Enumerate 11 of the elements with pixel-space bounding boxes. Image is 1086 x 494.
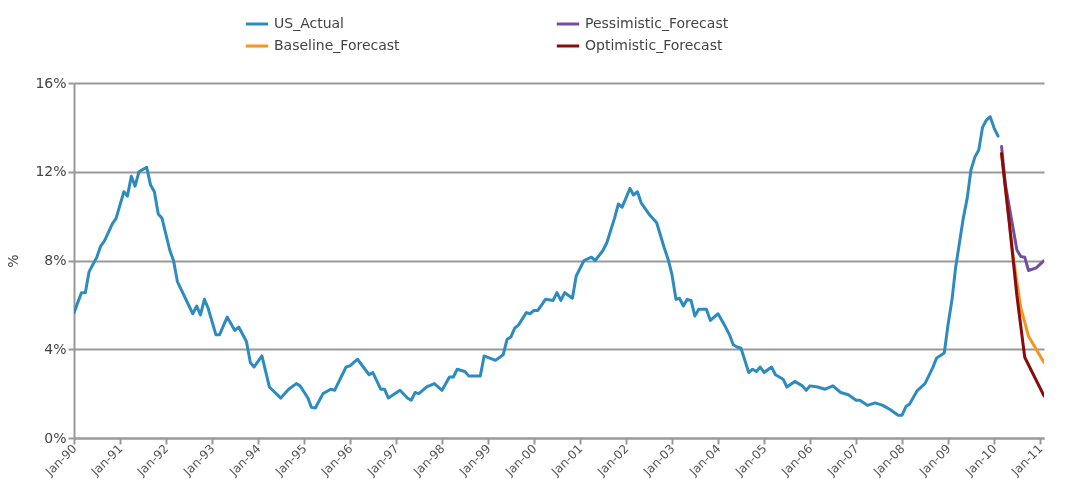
line-series: [74, 115, 1000, 417]
legend-label: US_Actual: [274, 15, 344, 31]
y-axis-title: %: [5, 254, 22, 268]
legend-label: Baseline_Forecast: [274, 37, 401, 53]
y-tick-label: 16%: [35, 74, 67, 91]
legend-label: Pessimistic_Forecast: [585, 15, 729, 31]
y-tick-label: 8%: [44, 252, 67, 268]
legend-label: Optimistic_Forecast: [585, 37, 723, 53]
y-tick-label: 0%: [44, 429, 67, 446]
y-tick-label: 4%: [44, 340, 67, 357]
y-tick-label: 12%: [35, 163, 67, 180]
